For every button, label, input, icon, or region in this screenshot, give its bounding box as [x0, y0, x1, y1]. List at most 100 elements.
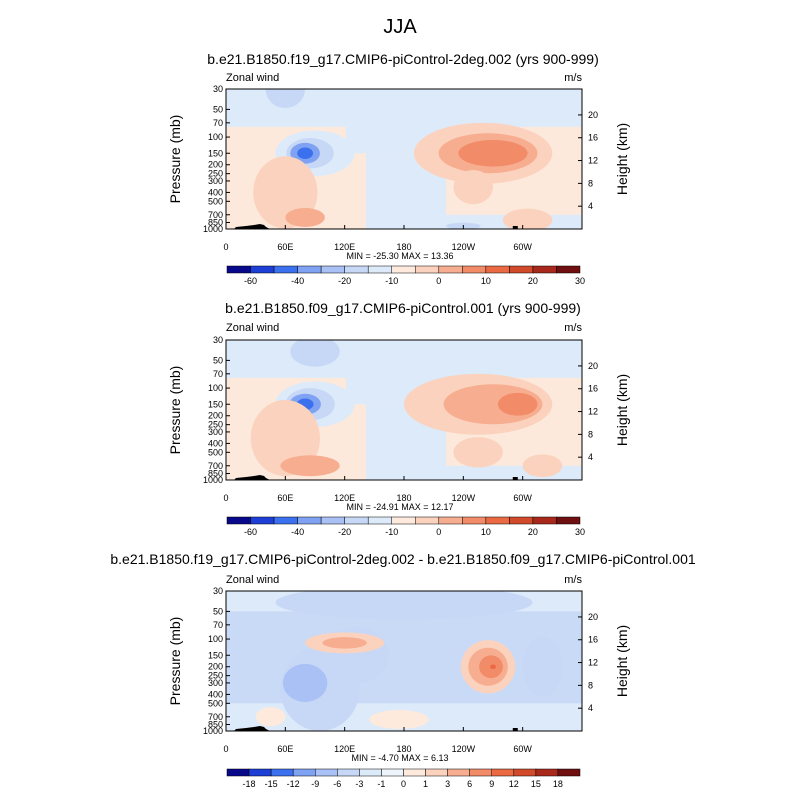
colorbar-swatch	[391, 265, 416, 274]
pressure-tick-label: 100	[208, 383, 223, 393]
contour-field	[226, 89, 582, 229]
longitude-tick-label: 0	[223, 493, 228, 503]
colorbar-swatch	[320, 265, 345, 274]
pressure-tick-label: 200	[208, 662, 223, 672]
height-tick-label: 8	[588, 680, 593, 690]
pressure-tick-label: 850	[208, 720, 223, 730]
colorbar-label: -3	[355, 779, 363, 789]
colorbar-swatch	[535, 768, 559, 777]
colorbar-label: 3	[445, 779, 450, 789]
colorbar-label: 0	[401, 779, 406, 789]
colorbar-swatch	[391, 516, 416, 525]
height-ticks: 20 16 12 8 4	[578, 612, 598, 713]
colorbar-swatch	[315, 768, 338, 777]
contour-positive	[280, 455, 340, 477]
colorbar-label: 10	[481, 276, 491, 286]
colorbar-swatch	[557, 768, 581, 777]
height-tick-label: 8	[588, 429, 593, 439]
contour-negative	[297, 147, 314, 159]
longitude-ticks: 0 60E 120E 180 120W 60W	[223, 476, 532, 503]
units-label: m/s	[564, 574, 582, 586]
min-max-stats: MIN = -25.30 MAX = 13.36	[346, 251, 453, 261]
pressure-tick-label: 700	[208, 461, 223, 471]
colorbar-swatch	[337, 768, 360, 777]
colorbar-swatch	[513, 768, 537, 777]
contour-field	[226, 340, 582, 480]
pressure-tick-label: 700	[208, 712, 223, 722]
colorbar-swatch	[292, 768, 316, 777]
height-tick-label: 8	[588, 178, 593, 188]
colorbar-label: -1	[377, 779, 385, 789]
colorbar-label: -20	[338, 527, 351, 537]
panel-3: b.e21.B1850.f19_g17.CMIP6-piControl-2deg…	[110, 551, 695, 789]
topography-andes	[512, 226, 518, 229]
height-tick-label: 20	[588, 612, 598, 622]
longitude-tick-label: 120W	[452, 242, 476, 252]
colorbar-swatch	[532, 516, 557, 525]
contour-positive	[490, 664, 496, 670]
pressure-tick-label: 1000	[203, 224, 223, 234]
colorbar-swatch	[250, 516, 275, 525]
colorbar: -60 -40 -20 -10 0 10 20 30	[226, 516, 585, 537]
height-ticks: 20 16 12 8 4	[578, 361, 598, 462]
y-axis-label: Pressure (mb)	[167, 617, 183, 706]
colorbar-label: 30	[575, 527, 585, 537]
pressure-tick-label: 150	[208, 650, 223, 660]
colorbar-label: -20	[338, 276, 351, 286]
longitude-ticks: 0 60E 120E 180 120W 60W	[223, 727, 532, 754]
pressure-tick-label: 30	[213, 335, 223, 345]
colorbar-swatch	[415, 265, 440, 274]
contour-positive	[369, 710, 429, 730]
colorbar-swatch	[270, 768, 294, 777]
height-tick-label: 4	[588, 452, 593, 462]
colorbar-label: 0	[436, 527, 441, 537]
longitude-tick-label: 120E	[334, 744, 355, 754]
colorbar-swatch	[367, 265, 392, 274]
longitude-tick-label: 60W	[513, 242, 532, 252]
longitude-tick-label: 60E	[277, 744, 293, 754]
colorbar-label: -12	[287, 779, 300, 789]
contour-positive	[458, 139, 528, 167]
pressure-tick-label: 100	[208, 634, 223, 644]
pressure-tick-label: 300	[208, 427, 223, 437]
units-label: m/s	[564, 72, 582, 84]
colorbar-swatch	[297, 516, 322, 525]
y-axis-label: Pressure (mb)	[167, 366, 183, 455]
min-max-stats: MIN = -4.70 MAX = 6.13	[351, 753, 448, 763]
y-axis-label: Pressure (mb)	[167, 115, 183, 204]
longitude-tick-label: 180	[396, 242, 411, 252]
colorbar-swatch	[462, 265, 487, 274]
colorbar-swatch	[438, 265, 463, 274]
colorbar-label: -10	[385, 276, 398, 286]
colorbar-label: 6	[467, 779, 472, 789]
longitude-tick-label: 60W	[513, 744, 532, 754]
pressure-tick-label: 700	[208, 210, 223, 220]
pressure-tick-label: 400	[208, 438, 223, 448]
panel-title: b.e21.B1850.f09_g17.CMIP6-piControl.001 …	[225, 300, 581, 316]
colorbar-label: -15	[265, 779, 278, 789]
figure-title: JJA	[383, 16, 417, 38]
colorbar-label: 20	[528, 527, 538, 537]
colorbar-swatch	[248, 768, 272, 777]
colorbar-swatch	[509, 516, 534, 525]
longitude-tick-label: 60E	[277, 493, 293, 503]
contour-negative	[265, 89, 306, 109]
contour-positive	[502, 208, 553, 229]
colorbar-label: 18	[553, 779, 563, 789]
topography-africa	[234, 224, 270, 229]
colorbar-swatch	[556, 516, 581, 525]
pressure-tick-label: 1000	[203, 475, 223, 485]
pressure-tick-label: 500	[208, 196, 223, 206]
min-max-stats: MIN = -24.91 MAX = 12.17	[346, 502, 453, 512]
colorbar-label: 20	[528, 276, 538, 286]
colorbar-swatch	[367, 516, 392, 525]
longitude-tick-label: 120W	[452, 493, 476, 503]
topography-andes	[512, 477, 518, 480]
pressure-tick-label: 300	[208, 176, 223, 186]
pressure-tick-label: 30	[213, 586, 223, 596]
colorbar-swatch	[344, 265, 369, 274]
pressure-tick-label: 50	[213, 104, 223, 114]
longitude-tick-label: 0	[223, 744, 228, 754]
